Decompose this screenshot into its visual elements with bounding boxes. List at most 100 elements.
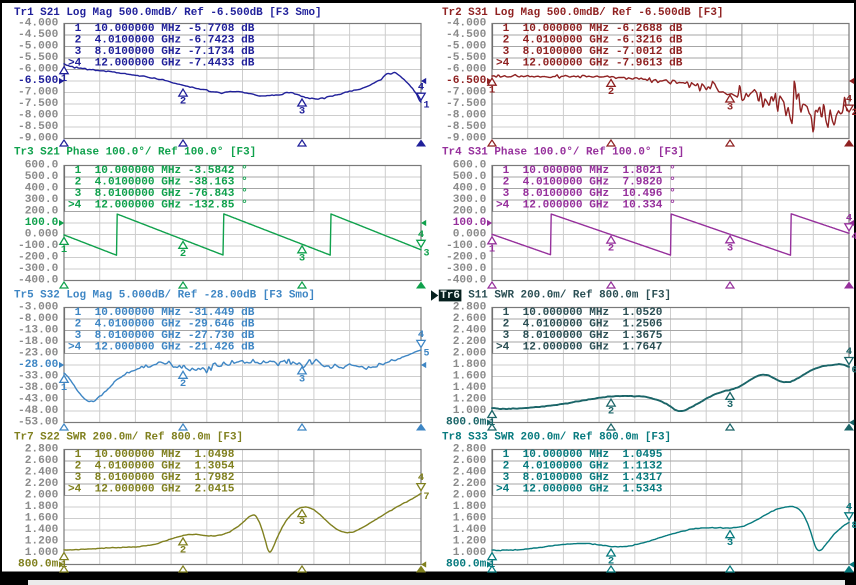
svg-text:Tr1 S21 Log Mag 500.0mdB/ Ref: Tr1 S21 Log Mag 500.0mdB/ Ref -6.500dB [… xyxy=(14,7,322,19)
svg-text:-5.000: -5.000 xyxy=(446,41,487,53)
svg-text:1.600: 1.600 xyxy=(453,371,487,383)
svg-text:100.0: 100.0 xyxy=(453,217,487,229)
svg-text:>4 12.000000 GHz -7.4433 dB: >4 12.000000 GHz -7.4433 dB xyxy=(68,57,255,69)
svg-text:-18.00: -18.00 xyxy=(18,336,59,348)
svg-text:>4 12.000000 GHz 2.0415: >4 12.000000 GHz 2.0415 xyxy=(68,483,235,495)
svg-text:3: 3 xyxy=(727,399,733,411)
svg-text:1 10.000000 MHz -5.7708 dB: 1 10.000000 MHz -5.7708 dB xyxy=(68,23,255,35)
svg-text:6: 6 xyxy=(851,365,856,376)
svg-text:1.800: 1.800 xyxy=(25,501,59,513)
svg-text:4: 4 xyxy=(418,82,424,94)
svg-text:7: 7 xyxy=(423,492,429,503)
svg-text:-7.500: -7.500 xyxy=(18,98,59,110)
svg-text:-8.500: -8.500 xyxy=(18,121,59,133)
svg-text:300.0: 300.0 xyxy=(25,194,59,206)
svg-text:2: 2 xyxy=(608,86,614,98)
svg-text:100.0: 100.0 xyxy=(25,217,59,229)
svg-text:1: 1 xyxy=(423,101,429,112)
svg-text:1: 1 xyxy=(61,382,67,394)
svg-text:3: 3 xyxy=(423,248,429,259)
svg-text:4: 4 xyxy=(846,501,852,513)
svg-text:Tr2 S31 Log Mag 500.0mdB/ Ref: Tr2 S31 Log Mag 500.0mdB/ Ref -6.500dB [… xyxy=(442,7,723,19)
svg-text:1 10.000000 MHz -3.5842 °: 1 10.000000 MHz -3.5842 ° xyxy=(68,165,248,177)
svg-text:-3.000: -3.000 xyxy=(18,302,59,314)
svg-text:2: 2 xyxy=(180,378,186,390)
svg-text:1: 1 xyxy=(61,244,67,256)
svg-text:8: 8 xyxy=(851,521,856,532)
svg-text:1: 1 xyxy=(489,243,495,255)
svg-text:2: 2 xyxy=(608,406,614,418)
svg-text:2 4.0100000 GHz 1.2506: 2 4.0100000 GHz 1.2506 xyxy=(496,318,663,330)
svg-text:200.0: 200.0 xyxy=(453,206,487,218)
svg-text:-7.000: -7.000 xyxy=(446,87,487,99)
svg-text:4: 4 xyxy=(846,346,852,358)
svg-text:4: 4 xyxy=(851,232,856,243)
svg-text:2.800: 2.800 xyxy=(25,444,59,456)
svg-text:3 8.0100000 GHz -7.0012 dB: 3 8.0100000 GHz -7.0012 dB xyxy=(496,46,683,58)
svg-text:1.000: 1.000 xyxy=(25,547,59,559)
svg-text:-4.000: -4.000 xyxy=(18,18,59,30)
svg-text:2: 2 xyxy=(608,243,614,255)
svg-text:-43.00: -43.00 xyxy=(18,394,59,406)
svg-text:1.000: 1.000 xyxy=(453,405,487,417)
svg-text:3: 3 xyxy=(299,373,305,385)
svg-text:2: 2 xyxy=(608,556,614,568)
svg-text:1.800: 1.800 xyxy=(453,501,487,513)
svg-text:1 10.000000 MHz 1.8021 °: 1 10.000000 MHz 1.8021 ° xyxy=(496,165,676,177)
svg-text:Tr6: Tr6 xyxy=(440,290,460,302)
svg-text:600.0: 600.0 xyxy=(453,160,487,172)
svg-text:3 8.0100000 GHz -76.843 °: 3 8.0100000 GHz -76.843 ° xyxy=(68,188,248,200)
svg-text:2.800: 2.800 xyxy=(453,444,487,456)
svg-text:-400.0: -400.0 xyxy=(446,275,487,287)
svg-text:>4 12.000000 GHz 10.334 °: >4 12.000000 GHz 10.334 ° xyxy=(496,199,676,211)
svg-text:-7.500: -7.500 xyxy=(446,98,487,110)
svg-text:2 4.0100000 GHz -29.646 dB: 2 4.0100000 GHz -29.646 dB xyxy=(68,318,255,330)
svg-text:-8.000: -8.000 xyxy=(446,110,487,122)
svg-text:-200.0: -200.0 xyxy=(18,252,59,264)
svg-text:300.0: 300.0 xyxy=(453,194,487,206)
svg-text:3 8.0100000 GHz 1.7982: 3 8.0100000 GHz 1.7982 xyxy=(68,472,234,484)
svg-text:800.0m: 800.0m xyxy=(446,417,487,429)
svg-text:500.0: 500.0 xyxy=(453,171,487,183)
svg-text:2.400: 2.400 xyxy=(453,467,487,479)
svg-text:>4 12.000000 GHz -21.426 dB: >4 12.000000 GHz -21.426 dB xyxy=(68,341,255,353)
svg-text:-400.0: -400.0 xyxy=(18,275,59,287)
svg-text:Tr7 S22 SWR 200.0m/ Ref 800.0m: Tr7 S22 SWR 200.0m/ Ref 800.0m [F3] xyxy=(14,432,243,444)
svg-text:400.0: 400.0 xyxy=(25,183,59,195)
svg-text:-4.000: -4.000 xyxy=(446,18,487,30)
svg-text:1 10.000000 MHz 1.0520: 1 10.000000 MHz 1.0520 xyxy=(496,307,663,319)
svg-text:2 4.0100000 GHz 7.9820 °: 2 4.0100000 GHz 7.9820 ° xyxy=(496,176,676,188)
svg-text:2: 2 xyxy=(851,108,856,119)
svg-text:0.000: 0.000 xyxy=(453,229,487,241)
svg-text:3: 3 xyxy=(299,252,305,264)
svg-text:S11 SWR 200.0m/ Ref 800.0m [F3: S11 SWR 200.0m/ Ref 800.0m [F3] xyxy=(468,290,671,302)
svg-text:4: 4 xyxy=(846,212,852,224)
svg-text:2: 2 xyxy=(180,248,186,260)
svg-text:1.400: 1.400 xyxy=(453,524,487,536)
svg-text:2 4.0100000 GHz -38.163 °: 2 4.0100000 GHz -38.163 ° xyxy=(68,176,248,188)
svg-text:3 8.0100000 GHz -7.1734 dB: 3 8.0100000 GHz -7.1734 dB xyxy=(68,46,255,58)
svg-text:4: 4 xyxy=(846,94,852,106)
svg-text:-8.000: -8.000 xyxy=(18,313,59,325)
svg-text:1.800: 1.800 xyxy=(453,359,487,371)
svg-text:3 8.0100000 GHz 1.3675: 3 8.0100000 GHz 1.3675 xyxy=(496,330,663,342)
svg-text:-200.0: -200.0 xyxy=(446,252,487,264)
svg-text:3: 3 xyxy=(727,537,733,549)
svg-text:1.600: 1.600 xyxy=(25,513,59,525)
svg-text:-4.500: -4.500 xyxy=(446,29,487,41)
svg-text:>4 12.000000 GHz -132.85 °: >4 12.000000 GHz -132.85 ° xyxy=(68,199,248,211)
svg-text:Tr4 S31 Phase 100.0°/ Ref 100.: Tr4 S31 Phase 100.0°/ Ref 100.0° [F3] xyxy=(442,147,684,159)
svg-text:2.000: 2.000 xyxy=(453,490,487,502)
svg-text:1.400: 1.400 xyxy=(25,524,59,536)
svg-text:2 4.0100000 GHz 1.3054: 2 4.0100000 GHz 1.3054 xyxy=(68,460,235,472)
svg-text:800.0m: 800.0m xyxy=(446,559,487,571)
svg-text:1 10.000000 MHz -31.449 dB: 1 10.000000 MHz -31.449 dB xyxy=(68,307,255,319)
svg-text:200.0: 200.0 xyxy=(25,206,59,218)
svg-text:2 4.0100000 GHz 1.1132: 2 4.0100000 GHz 1.1132 xyxy=(496,460,662,472)
svg-text:>4 12.000000 GHz -7.9613 dB: >4 12.000000 GHz -7.9613 dB xyxy=(496,57,683,69)
svg-text:2 4.0100000 GHz -6.3216 dB: 2 4.0100000 GHz -6.3216 dB xyxy=(496,34,683,46)
svg-text:-6.000: -6.000 xyxy=(446,64,487,76)
svg-text:Tr8 S33 SWR 200.0m/ Ref 800.0m: Tr8 S33 SWR 200.0m/ Ref 800.0m [F3] xyxy=(442,432,671,444)
svg-text:2.400: 2.400 xyxy=(453,325,487,337)
svg-text:2.800: 2.800 xyxy=(453,302,487,314)
